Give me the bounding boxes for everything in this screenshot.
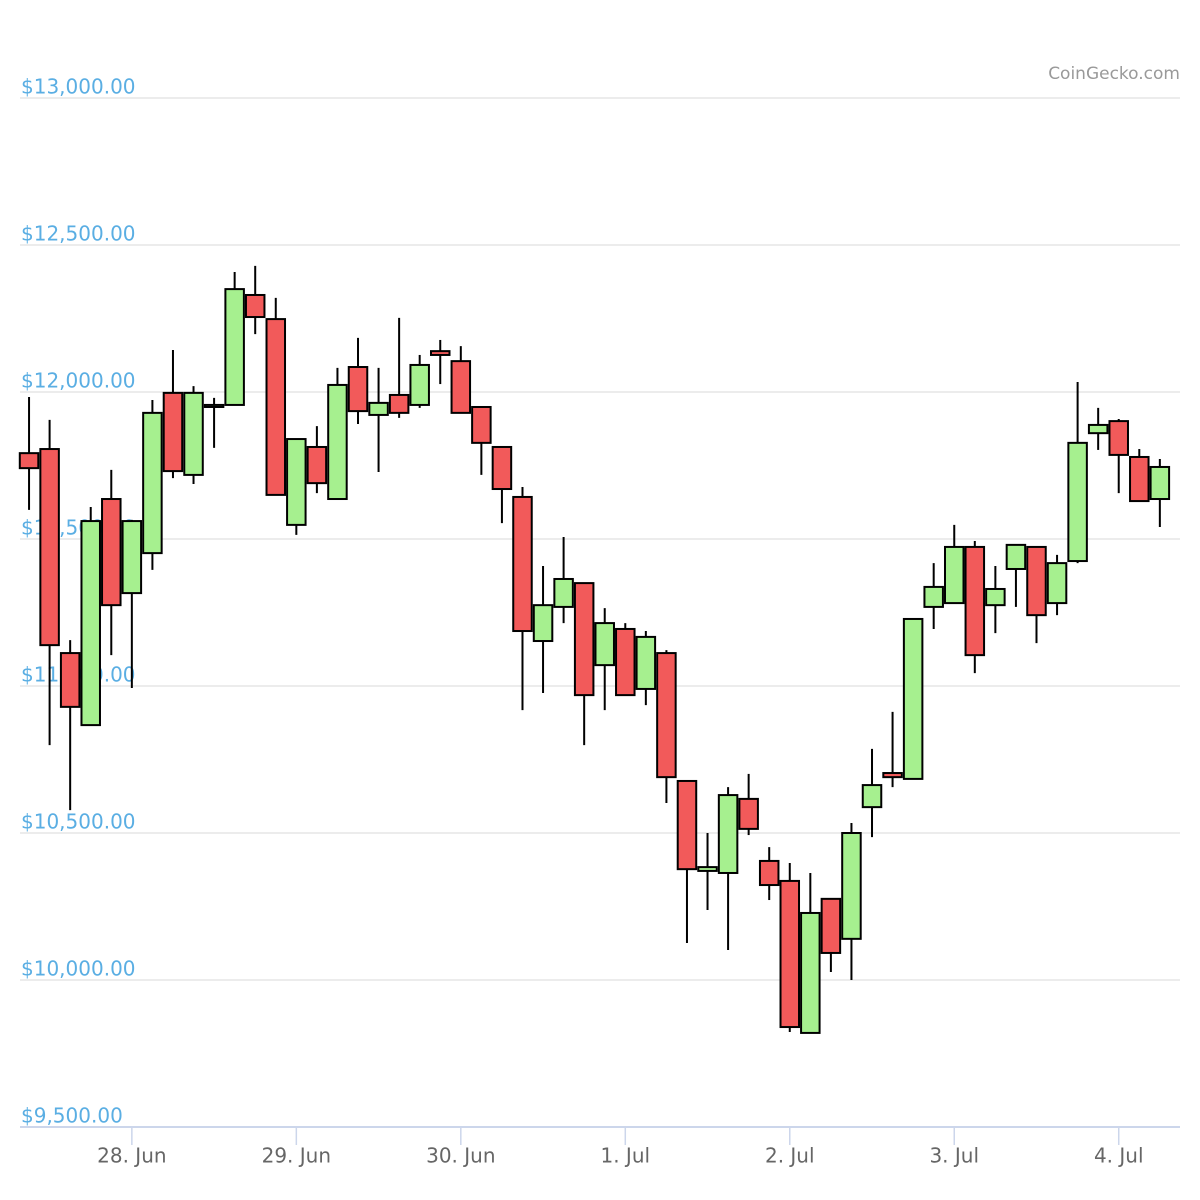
candle-body	[39, 448, 60, 647]
candle-body	[1005, 543, 1027, 570]
y-tick-label: $12,500.00	[21, 222, 136, 246]
candle-body	[676, 779, 698, 871]
candle-body	[388, 393, 410, 414]
y-tick-label: $10,500.00	[21, 810, 136, 834]
candle-body	[820, 897, 842, 954]
watermark: CoinGecko.com	[1048, 64, 1180, 84]
candle-body	[615, 627, 636, 697]
candle-body	[1087, 423, 1109, 435]
candle-body	[923, 585, 944, 608]
candle-body	[656, 652, 677, 779]
candle-body	[121, 520, 143, 595]
candle-body	[1026, 545, 1047, 617]
candle-body	[183, 391, 204, 476]
candle-body	[244, 293, 266, 319]
candle-body	[1108, 420, 1129, 456]
candle-body	[964, 545, 986, 657]
candle-body	[1067, 441, 1088, 563]
candle-body	[882, 772, 903, 779]
candle-body	[902, 617, 924, 780]
candle-body	[512, 495, 533, 633]
candle-body	[758, 859, 780, 887]
x-tick-label: 4. Jul	[1094, 1144, 1144, 1168]
candle-body	[717, 794, 739, 874]
candle-body	[553, 577, 574, 608]
candle-body	[162, 391, 184, 473]
candle-body	[1149, 465, 1171, 501]
candle-body	[573, 582, 595, 697]
candle-body	[306, 445, 328, 485]
candle-body	[347, 366, 369, 413]
y-tick-label: $9,500.00	[21, 1104, 123, 1128]
candle-body	[943, 545, 965, 605]
candle-body	[18, 452, 40, 470]
x-tick-label: 2. Jul	[765, 1144, 815, 1168]
candle-body	[532, 604, 554, 643]
candle-body	[203, 403, 225, 408]
candle-body	[738, 797, 759, 830]
candle-body	[80, 520, 101, 727]
candle-body	[471, 405, 492, 444]
candle-body	[1046, 562, 1068, 605]
candle-body	[429, 350, 451, 356]
x-tick-label: 1. Jul	[600, 1144, 650, 1168]
candle-body	[265, 318, 287, 496]
candle-body	[1129, 455, 1150, 503]
candle-body	[327, 383, 348, 501]
x-tick-label: 3. Jul	[929, 1144, 979, 1168]
x-tick-label: 29. Jun	[262, 1144, 331, 1168]
candle-body	[409, 363, 430, 406]
x-tick-label: 28. Jun	[97, 1144, 166, 1168]
candle-body	[841, 832, 862, 940]
candle-body	[697, 866, 718, 872]
candle-body	[286, 438, 307, 526]
y-tick-label: $12,000.00	[21, 369, 136, 393]
candle-body	[59, 652, 81, 708]
candle-body	[594, 622, 615, 667]
candle-body	[635, 635, 657, 690]
x-tick-label: 30. Jun	[426, 1144, 495, 1168]
candle-body	[101, 498, 122, 607]
candle-body	[224, 288, 245, 406]
candle-body	[985, 587, 1006, 607]
candle-body	[450, 360, 472, 414]
candle-body	[368, 401, 389, 416]
candle-body	[491, 445, 513, 491]
candle-body	[861, 784, 883, 809]
candle-body	[800, 911, 821, 1034]
candle-body	[142, 411, 163, 555]
y-tick-label: $13,000.00	[21, 75, 136, 99]
y-tick-label: $10,000.00	[21, 957, 136, 981]
candle-body	[779, 879, 801, 1029]
